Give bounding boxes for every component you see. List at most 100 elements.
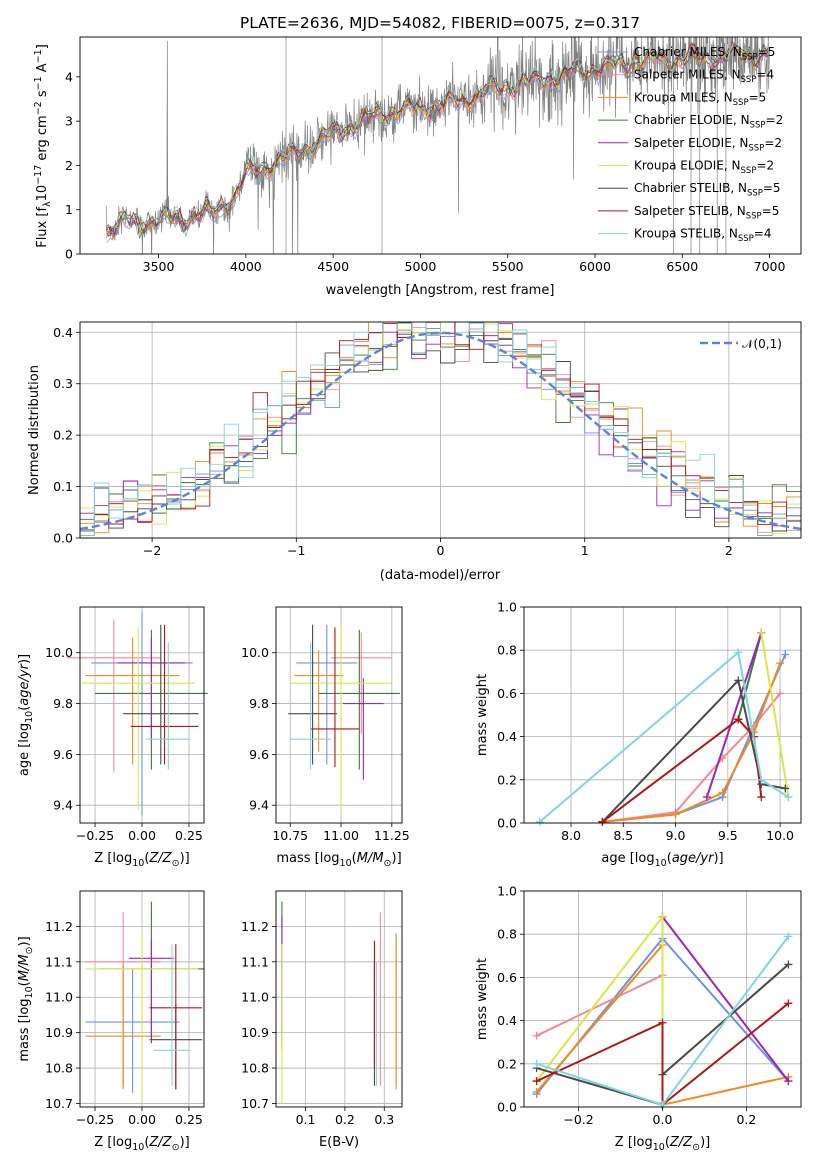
data-point (535, 817, 544, 826)
y-axis-label: mass weight (475, 674, 490, 756)
data-point (702, 793, 711, 802)
data-point (671, 810, 680, 819)
series-line (602, 662, 782, 823)
tick-label-y: 9.6 (249, 747, 269, 762)
tick-label-y: 0.2 (497, 1056, 517, 1071)
tick-label-y: 0.6 (497, 686, 517, 701)
data-point (776, 659, 785, 668)
data-point (658, 912, 667, 921)
legend-entry: Salpeter STELIB, NSSP=5 (634, 204, 779, 222)
tick-label-y: 9.6 (53, 747, 73, 762)
y-axis-label: mass weight (475, 958, 490, 1040)
model-spectrum-kroupa-miles (105, 46, 769, 242)
tick-label-y: 3 (65, 114, 73, 129)
y-axis-label: Normed distribution (27, 365, 42, 495)
data-point (784, 999, 793, 1008)
tick-label-x: 10.75 (272, 828, 308, 843)
model-spectrum-chabrier-miles (105, 51, 769, 243)
legend-entry: Kroupa STELIB, NSSP=4 (634, 227, 772, 245)
axes-weight-vs-age: 8.0 8.5 9.0 9.5 10.0 0.0 0.2 0.4 0.6 0.8 1.0 age [l… (475, 600, 802, 869)
y-axis-label: mass [log10(M/M⊙)] (17, 936, 35, 1061)
plot-area-weight-vs-Z (532, 912, 793, 1109)
axes-mass-vs-EBV: 0.1 0.2 0.3 10.7 10.8 10.9 11.0 11.1 11.2 E(B-V) (241, 890, 403, 1150)
axes-age-vs-mass: 10.75 11.00 11.25 9.4 9.6 9.8 10.0 mass [log10(… (241, 606, 410, 869)
legend-entry: Salpeter MILES, NSSP=4 (634, 68, 774, 86)
tick-label-x: 0.25 (175, 1112, 203, 1127)
tick-label-y: 0.0 (53, 531, 73, 546)
tick-label-y: 10.9 (241, 1025, 269, 1040)
tick-label-y: 11.1 (45, 954, 73, 969)
tick-label-y: 1.0 (497, 884, 517, 899)
data-point (532, 1059, 541, 1068)
data-point (658, 1018, 667, 1027)
tick-label-x: −0.2 (563, 1112, 593, 1127)
tick-label-x: 0.2 (335, 1112, 355, 1127)
x-axis-label: E(B-V) (319, 1135, 359, 1150)
data-point (784, 793, 793, 802)
tick-label-y: 0.2 (53, 428, 73, 443)
axes-frame (79, 36, 802, 255)
data-point (598, 817, 607, 826)
hist-kroupa-stelib (80, 322, 801, 538)
tick-label-x: 9.5 (718, 828, 738, 843)
axes-weight-vs-Z: −0.2 0.0 0.2 0.0 0.2 0.4 0.6 0.8 1.0 Z [log10(Z/Z… (475, 884, 802, 1153)
tick-label-x: 5000 (405, 259, 437, 274)
tick-label-y: 11.2 (45, 919, 73, 934)
tick-label-x: 11.00 (323, 828, 359, 843)
tick-label-x: 4000 (230, 259, 262, 274)
tick-label-y: 4 (65, 69, 73, 84)
data-point (734, 715, 743, 724)
tick-label-y: 0.8 (497, 927, 517, 942)
tick-label-y: 0.6 (497, 970, 517, 985)
x-axis-label: age [log10(age/yr)] (601, 851, 723, 869)
series-line (535, 913, 664, 1103)
tick-label-x: 9.0 (666, 828, 686, 843)
tick-label-y: 9.4 (53, 798, 73, 813)
tick-label-x: 0.2 (736, 1112, 756, 1127)
tick-label-y: 10.8 (241, 1061, 269, 1076)
legend-entry: Kroupa ELODIE, NSSP=2 (634, 159, 774, 177)
tick-label-y: 0.0 (497, 1100, 517, 1115)
x-axis-label: mass [log10(M/M⊙)] (276, 851, 401, 869)
tick-label-x: 6500 (666, 259, 698, 274)
axes-frame (275, 606, 403, 824)
x-axis-label: Z [log10(Z/Z⊙)] (94, 1135, 189, 1153)
tick-label-x: 4500 (317, 259, 349, 274)
legend-entry: Chabrier STELIB, NSSP=5 (634, 181, 781, 199)
tick-label-y: 1.0 (497, 600, 517, 615)
series-line (760, 632, 790, 798)
model-spectrum-salpeter-stelib (105, 40, 769, 232)
legend-entry: Kroupa MILES, NSSP=5 (634, 90, 766, 108)
legend-entry: 𝒩(0,1) (742, 337, 782, 351)
tick-label-x: 0.0 (653, 1112, 673, 1127)
tick-label-y: 9.8 (249, 696, 269, 711)
axes-mass-vs-Z: −0.25 0.00 0.25 10.7 10.8 10.9 11.0 11.1 11.2 Z [… (17, 890, 205, 1153)
tick-label-x: 7000 (754, 259, 786, 274)
series-line (539, 650, 790, 823)
data-point (757, 628, 766, 637)
axes-frame (523, 890, 802, 1108)
legend-entry: Chabrier MILES, NSSP=5 (634, 45, 775, 63)
tick-label-y: 11.2 (241, 919, 269, 934)
data-point (532, 1077, 541, 1086)
data-point (734, 648, 743, 657)
tick-label-y: 10.0 (45, 645, 73, 660)
tick-label-y: 2 (65, 158, 73, 173)
plot-area-age-vs-Z (66, 612, 208, 816)
tick-label-y: 11.1 (241, 954, 269, 969)
axes-residuals: −2 −1 0 1 2 0.0 0.1 0.2 0.3 0.4 𝒩(0,1) (data-model)… (27, 321, 802, 583)
data-point (757, 793, 766, 802)
tick-label-y: 10.8 (45, 1061, 73, 1076)
tick-label-y: 0.3 (53, 376, 73, 391)
x-axis-label: Z [log10(Z/Z⊙)] (94, 851, 189, 869)
axes-spectrum: 3500 4000 4500 5000 5500 6000 6500 7000 0 1 2 3 4 PLA… (33, 14, 802, 298)
axes-frame (79, 890, 205, 1108)
data-point (776, 689, 785, 698)
data-spectrum-line (105, 37, 770, 254)
plot-area-age-vs-mass (288, 624, 400, 811)
tick-label-x: 2 (725, 543, 733, 558)
data-point (784, 960, 793, 969)
tick-label-x: 6000 (579, 259, 611, 274)
data-point (734, 676, 743, 685)
